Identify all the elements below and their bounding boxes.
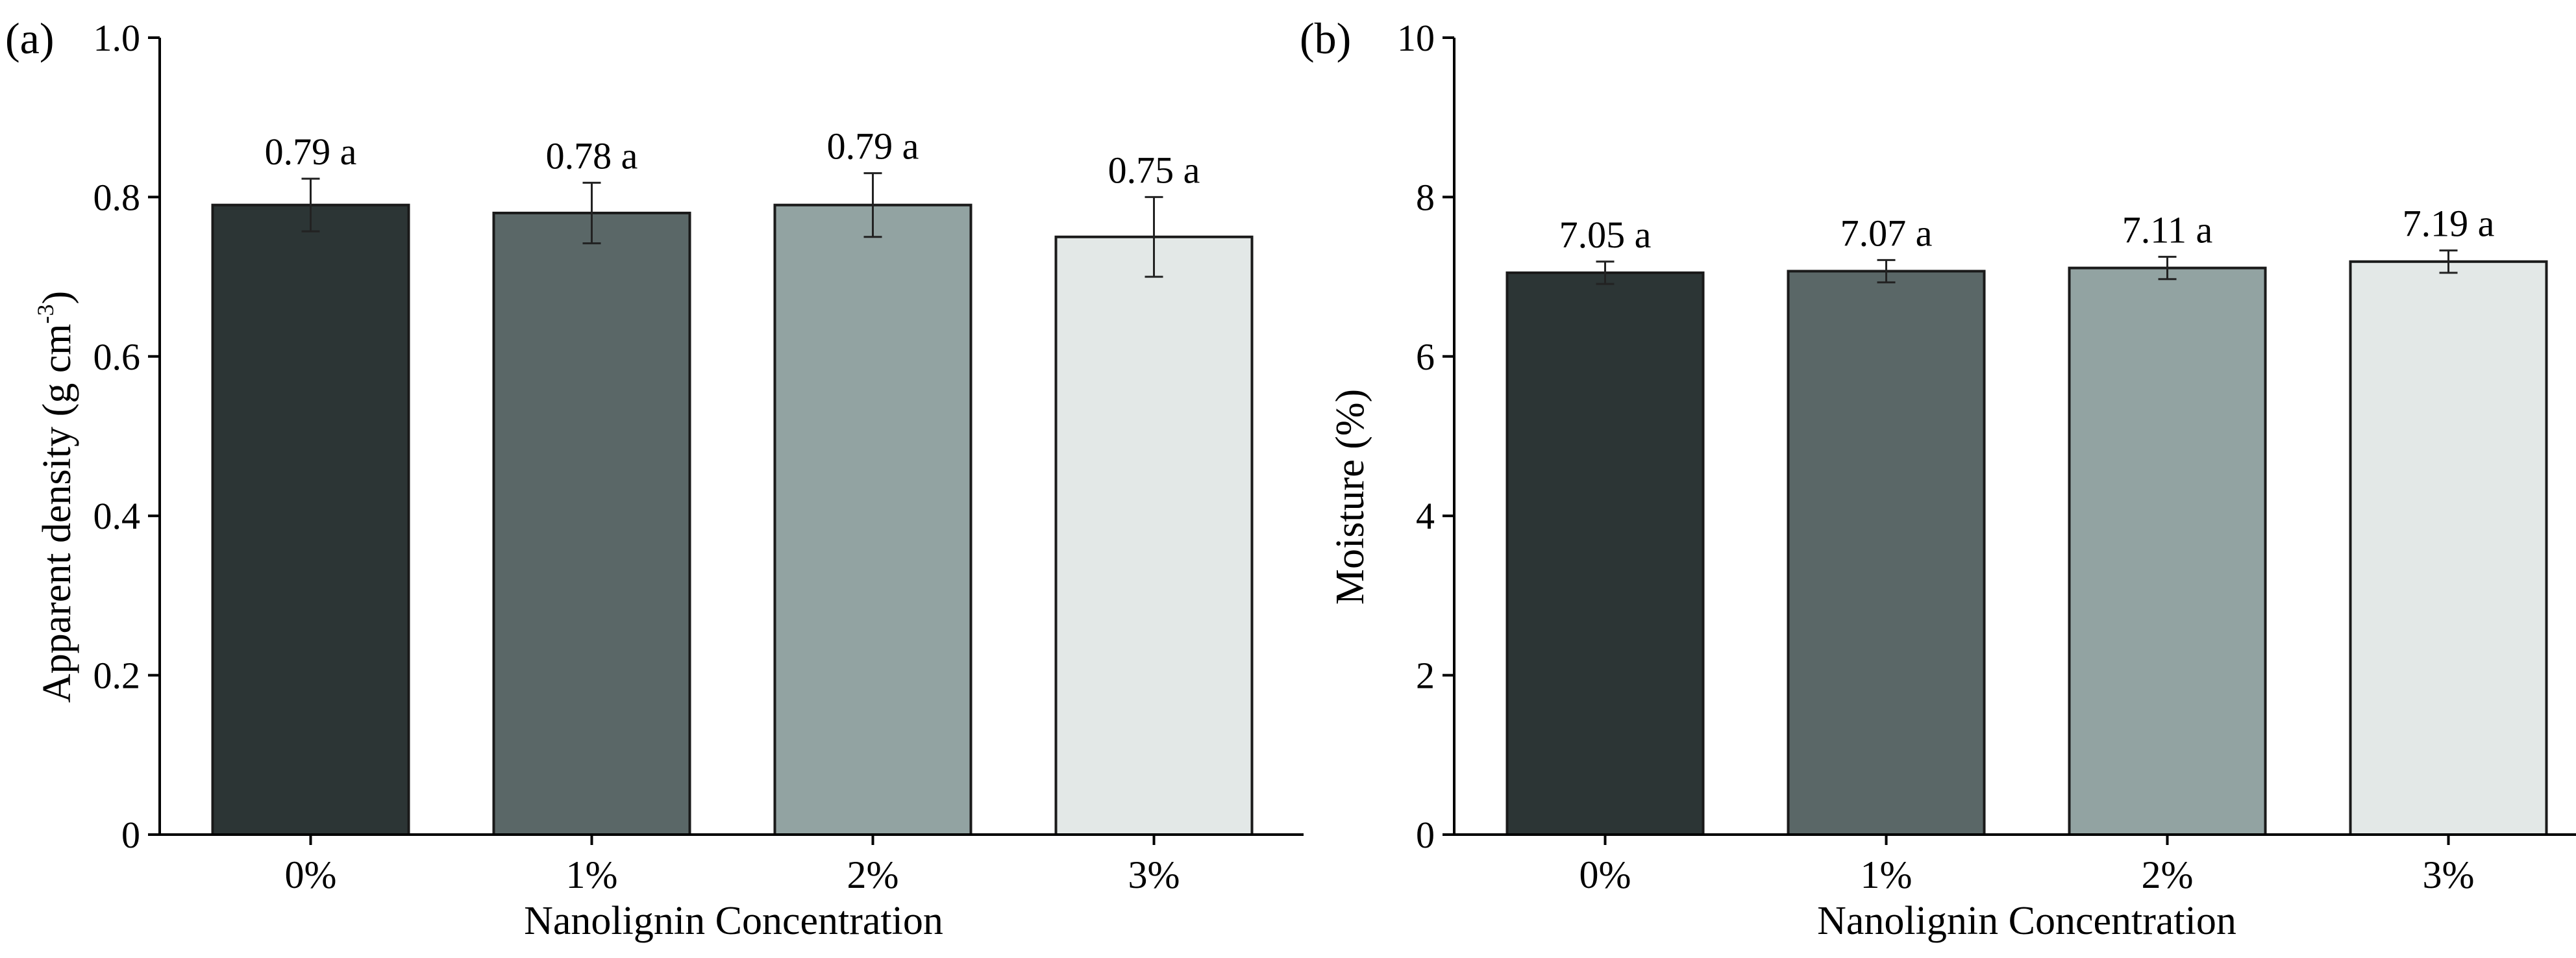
y-tick-label: 2	[1416, 655, 1435, 697]
y-tick-label: 10	[1397, 17, 1435, 59]
y-tick-label: 0	[121, 814, 140, 856]
data-label: 7.11 a	[2122, 208, 2213, 251]
y-tick-label: 0.4	[93, 495, 141, 537]
y-tick-label: 8	[1416, 176, 1435, 218]
data-label: 0.79 a	[827, 125, 919, 168]
x-axis-title: Nanolignin Concentration	[524, 899, 943, 943]
data-label: 0.79 a	[265, 131, 357, 173]
y-tick-label: 0.8	[93, 176, 141, 218]
data-label: 7.07 a	[1840, 212, 1933, 254]
bar	[2349, 260, 2548, 836]
x-tick-label: 2%	[2142, 853, 2194, 896]
x-tick-label: 0%	[1579, 853, 1631, 896]
y-tick-label: 0.6	[93, 336, 141, 378]
panel-a: (a) Apparent density (g cm-3) Nanolignin…	[5, 14, 1304, 943]
y-tick-label: 0	[1416, 814, 1435, 856]
y-tick-label: 6	[1416, 336, 1435, 378]
x-tick-label: 3%	[2423, 853, 2475, 896]
panel-b: (b) Moisture (%) Nanolignin Concentratio…	[1300, 14, 2576, 943]
bar	[211, 203, 410, 837]
y-tick-label: 1.0	[93, 17, 141, 59]
x-tick-label: 3%	[1128, 853, 1180, 896]
bar	[1054, 235, 1254, 836]
x-tick-label: 1%	[1861, 853, 1913, 896]
bar	[1505, 271, 1705, 836]
panel-label: (a)	[5, 14, 54, 63]
panel-label: (b)	[1300, 14, 1351, 63]
data-label: 0.75 a	[1108, 149, 1200, 191]
y-axis-title: Moisture (%)	[1328, 389, 1372, 605]
data-label: 7.19 a	[2403, 203, 2495, 245]
x-tick-label: 0%	[285, 853, 337, 896]
x-tick-label: 1%	[566, 853, 618, 896]
x-axis-title: Nanolignin Concentration	[1817, 899, 2236, 943]
bar	[773, 203, 972, 837]
y-tick-label: 0.2	[93, 655, 141, 697]
data-label: 0.78 a	[546, 134, 638, 177]
bar	[2068, 266, 2267, 836]
bar	[1787, 270, 1986, 836]
y-axis-title: Apparent density (g cm-3)	[32, 291, 79, 703]
bar	[492, 211, 691, 836]
y-tick-label: 4	[1416, 495, 1435, 537]
data-label: 7.05 a	[1559, 214, 1652, 256]
x-tick-label: 2%	[847, 853, 899, 896]
